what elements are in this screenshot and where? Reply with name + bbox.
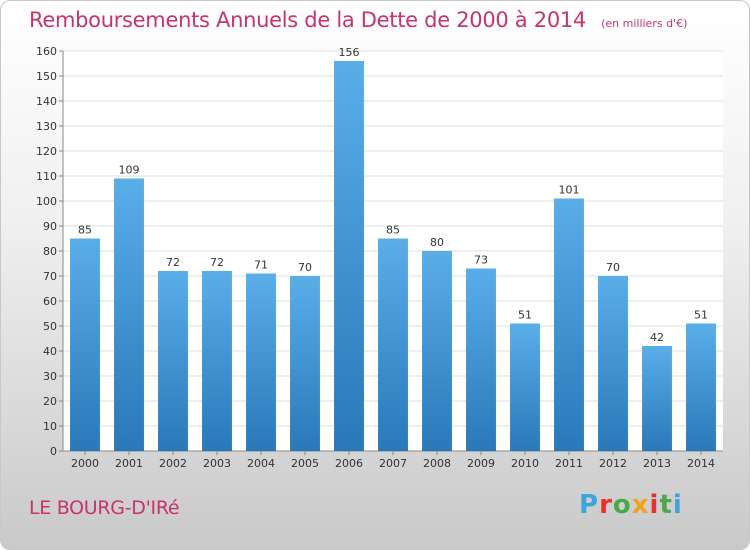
x-tick-label: 2009 — [467, 457, 495, 470]
x-tick-label: 2013 — [643, 457, 671, 470]
data-label: 71 — [254, 259, 268, 272]
data-label: 70 — [606, 261, 620, 274]
bar — [422, 251, 452, 451]
logo-letter: o — [612, 490, 632, 520]
y-tick-label: 90 — [43, 220, 57, 233]
bar — [686, 323, 716, 451]
y-tick-label: 100 — [36, 195, 57, 208]
bar — [378, 238, 408, 451]
bar — [554, 198, 584, 451]
chart-title: Remboursements Annuels de la Dette de 20… — [29, 8, 586, 32]
data-label: 80 — [430, 236, 444, 249]
y-tick-label: 40 — [43, 345, 57, 358]
bar — [114, 178, 144, 451]
y-tick-label: 160 — [36, 45, 57, 58]
logo-letter: t — [659, 490, 673, 520]
bar — [202, 271, 232, 451]
data-label: 51 — [518, 309, 532, 322]
x-tick-label: 2010 — [511, 457, 539, 470]
logo-letter: i — [672, 490, 683, 520]
bar — [158, 271, 188, 451]
data-label: 51 — [694, 309, 708, 322]
y-tick-label: 130 — [36, 120, 57, 133]
x-tick-label: 2011 — [555, 457, 583, 470]
bar — [510, 323, 540, 451]
chart-unit: (en milliers d'€) — [601, 17, 688, 30]
y-tick-label: 50 — [43, 320, 57, 333]
x-tick-label: 2002 — [159, 457, 187, 470]
bar — [70, 238, 100, 451]
y-tick-label: 70 — [43, 270, 57, 283]
location-name: LE BOURG-D'IRé — [29, 497, 180, 519]
bar — [290, 276, 320, 451]
x-tick-label: 2004 — [247, 457, 275, 470]
y-tick-label: 110 — [36, 170, 57, 183]
logo-letter: r — [599, 490, 613, 520]
y-tick-label: 20 — [43, 395, 57, 408]
y-tick-label: 0 — [50, 445, 57, 458]
data-label: 72 — [210, 256, 224, 269]
bar — [598, 276, 628, 451]
logo-letter: x — [631, 490, 650, 520]
bar — [642, 346, 672, 451]
y-tick-label: 150 — [36, 70, 57, 83]
data-label: 85 — [78, 224, 92, 237]
x-tick-label: 2007 — [379, 457, 407, 470]
proxiti-logo: Proxiti — [579, 490, 683, 520]
logo-letter: i — [649, 490, 660, 520]
bar — [246, 273, 276, 451]
y-tick-label: 30 — [43, 370, 57, 383]
title-row: Remboursements Annuels de la Dette de 20… — [29, 8, 687, 32]
x-tick-label: 2001 — [115, 457, 143, 470]
y-tick-label: 10 — [43, 420, 57, 433]
x-tick-label: 2006 — [335, 457, 363, 470]
y-tick-label: 120 — [36, 145, 57, 158]
x-tick-label: 2012 — [599, 457, 627, 470]
data-label: 72 — [166, 256, 180, 269]
data-label: 42 — [650, 331, 664, 344]
data-label: 73 — [474, 254, 488, 267]
bar — [466, 268, 496, 451]
x-tick-label: 2008 — [423, 457, 451, 470]
data-label: 70 — [298, 261, 312, 274]
data-label: 156 — [339, 46, 360, 59]
x-tick-label: 2014 — [687, 457, 715, 470]
x-tick-label: 2003 — [203, 457, 231, 470]
data-label: 101 — [559, 184, 580, 197]
bar — [334, 61, 364, 451]
x-tick-label: 2000 — [71, 457, 99, 470]
logo-letter: P — [579, 490, 600, 520]
y-tick-label: 80 — [43, 245, 57, 258]
data-label: 85 — [386, 224, 400, 237]
x-tick-label: 2005 — [291, 457, 319, 470]
y-tick-label: 60 — [43, 295, 57, 308]
y-tick-label: 140 — [36, 95, 57, 108]
data-label: 109 — [119, 164, 140, 177]
